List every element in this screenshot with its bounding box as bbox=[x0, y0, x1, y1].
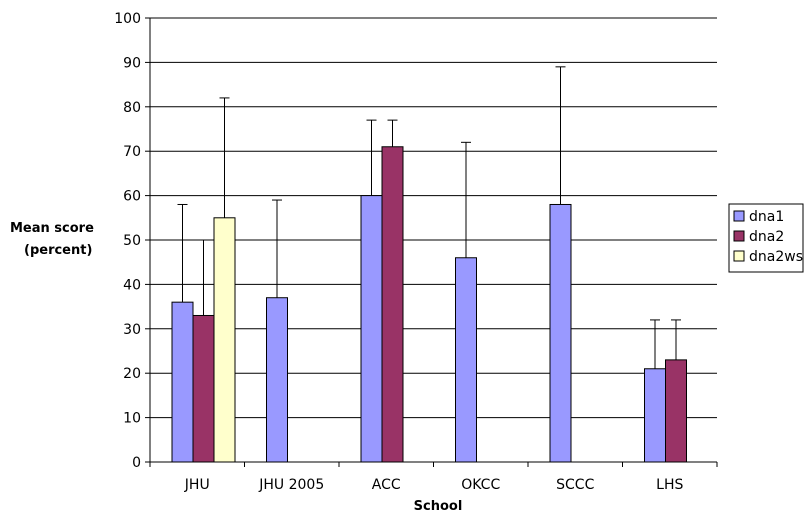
x-axis-ticks: JHU JHU 2005 ACC OKCC SCCC LHS bbox=[149, 462, 718, 493]
y-axis-title-line-1: Mean score bbox=[10, 221, 94, 236]
y-tick-label: 80 bbox=[123, 100, 141, 116]
y-tick-label: 20 bbox=[123, 366, 141, 382]
x-tick-label: JHU 2005 bbox=[258, 477, 324, 493]
x-tick-label: JHU bbox=[184, 477, 210, 493]
x-axis-title: School bbox=[414, 499, 463, 514]
y-tick-label: 100 bbox=[114, 11, 141, 27]
x-tick-label: LHS bbox=[656, 477, 683, 493]
bar-dna1-jhu bbox=[171, 301, 194, 463]
x-tick-label: OKCC bbox=[461, 477, 500, 493]
y-axis-title-line-2: (percent) bbox=[24, 243, 92, 258]
bar-dna1-acc bbox=[360, 195, 383, 463]
x-tick-label: ACC bbox=[372, 477, 401, 493]
bar-dna2-lhs bbox=[665, 359, 687, 463]
bars bbox=[171, 146, 687, 463]
legend-label-dna1: dna1 bbox=[749, 209, 784, 225]
y-tick-label: 60 bbox=[123, 189, 141, 205]
y-axis-ticks: 0 10 20 30 40 50 60 70 80 90 100 bbox=[114, 11, 150, 471]
y-tick-label: 90 bbox=[123, 55, 141, 71]
bar-dna1-sccc bbox=[549, 203, 572, 463]
legend-swatch-dna1 bbox=[733, 210, 745, 222]
bar-dna1-okcc bbox=[455, 257, 477, 463]
error-bars bbox=[177, 66, 681, 369]
y-tick-label: 30 bbox=[123, 322, 141, 338]
legend: dna1 dna2 dna2ws bbox=[728, 203, 804, 273]
legend-label-dna2: dna2 bbox=[749, 229, 784, 245]
y-tick-label: 10 bbox=[123, 411, 141, 427]
legend-swatch-dna2ws bbox=[733, 250, 745, 262]
y-tick-label: 50 bbox=[123, 233, 141, 249]
bar-dna1-lhs bbox=[644, 368, 666, 463]
y-tick-label: 40 bbox=[123, 277, 141, 293]
legend-label-dna2ws: dna2ws bbox=[749, 249, 803, 265]
legend-swatch-dna2 bbox=[733, 230, 745, 242]
y-tick-label: 70 bbox=[123, 144, 141, 160]
gridlines bbox=[150, 17, 717, 419]
bar-dna1-jhu-2005 bbox=[266, 297, 288, 463]
bar-dna2-jhu bbox=[192, 314, 215, 463]
x-tick-label: SCCC bbox=[556, 477, 594, 493]
bar-dna2-acc bbox=[381, 146, 404, 463]
y-tick-label: 0 bbox=[132, 455, 141, 471]
bar-dna2ws-jhu bbox=[213, 217, 236, 463]
